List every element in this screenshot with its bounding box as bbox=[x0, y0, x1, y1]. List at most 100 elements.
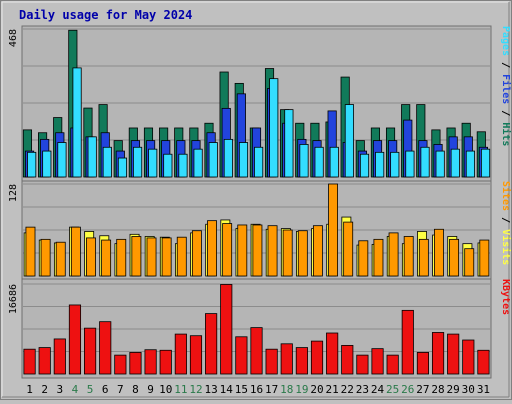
bar-pages-19 bbox=[299, 144, 309, 178]
bar-kbytes-5 bbox=[84, 327, 97, 375]
bar-pages-5 bbox=[87, 136, 97, 178]
bar-sites-4 bbox=[70, 226, 81, 277]
bar-pages-9 bbox=[148, 148, 158, 178]
bar-sites-22 bbox=[343, 221, 354, 277]
bar-sites-6 bbox=[101, 239, 112, 277]
panel-middle: 128 Sites / Visits bbox=[8, 180, 512, 280]
x-tick-label: 24 bbox=[371, 383, 385, 396]
x-tick-label: 8 bbox=[132, 383, 139, 396]
bar-sites-13 bbox=[207, 220, 217, 277]
x-tick-label: 4 bbox=[72, 383, 79, 396]
bar-kbytes-28 bbox=[431, 332, 445, 375]
bar-sites-31 bbox=[479, 239, 490, 277]
bar-sites-15 bbox=[237, 224, 248, 277]
bar-pages-4 bbox=[72, 67, 82, 178]
x-tick-label: 28 bbox=[431, 383, 444, 396]
bar-kbytes-2 bbox=[38, 347, 51, 375]
bar-kbytes-3 bbox=[53, 338, 66, 375]
bar-sites-1 bbox=[25, 226, 36, 277]
bar-pages-2 bbox=[42, 150, 52, 178]
x-tick-label: 20 bbox=[310, 383, 323, 396]
bar-sites-23 bbox=[358, 240, 369, 277]
chart-panels: 468 Pages / Files / Hits 128 Sites / Visits… bbox=[8, 25, 512, 379]
panel-top: 468 Pages / Files / Hits bbox=[8, 25, 512, 182]
x-tick-label: 9 bbox=[147, 383, 154, 396]
x-tick-label: 26 bbox=[401, 383, 414, 396]
panel-bottom: 16686 KBytes bbox=[8, 278, 511, 379]
x-tick-label: 22 bbox=[341, 383, 354, 396]
bar-kbytes-1 bbox=[23, 348, 36, 375]
bar-kbytes-27 bbox=[416, 352, 430, 375]
bar-kbytes-9 bbox=[144, 349, 157, 375]
bar-sites-29 bbox=[449, 238, 460, 277]
x-tick-label: 12 bbox=[189, 383, 202, 396]
bar-pages-14 bbox=[223, 138, 233, 178]
bar-kbytes-11 bbox=[174, 333, 187, 375]
x-tick-label: 29 bbox=[447, 383, 460, 396]
bar-pages-1 bbox=[27, 151, 37, 178]
x-tick-label: 2 bbox=[41, 383, 48, 396]
bar-pages-12 bbox=[193, 148, 203, 178]
bar-pages-10 bbox=[163, 153, 173, 178]
bar-sites-11 bbox=[176, 236, 187, 277]
bar-kbytes-10 bbox=[159, 349, 172, 375]
bar-sites-8 bbox=[131, 236, 142, 277]
bar-sites-26 bbox=[403, 236, 414, 277]
bar-pages-25 bbox=[390, 151, 400, 178]
bar-kbytes-31 bbox=[477, 349, 490, 375]
bar-sites-14 bbox=[222, 223, 233, 277]
bar-sites-16 bbox=[252, 224, 263, 277]
bar-kbytes-25 bbox=[386, 354, 399, 375]
bar-kbytes-26 bbox=[401, 309, 414, 375]
bar-pages-11 bbox=[178, 153, 188, 178]
x-tick-label: 3 bbox=[57, 383, 64, 396]
bar-sites-28 bbox=[434, 228, 444, 277]
bar-sites-17 bbox=[267, 225, 278, 277]
x-tick-label: 17 bbox=[265, 383, 278, 396]
bar-pages-21 bbox=[329, 146, 339, 178]
bar-sites-2 bbox=[40, 238, 51, 277]
bar-kbytes-19 bbox=[295, 347, 308, 375]
x-tick-label: 31 bbox=[477, 383, 490, 396]
x-axis: 1 2 3 4 5 6 7 8 9 10 11 12 13 14 15 16 17 18 19 20 21 22 23 24 2… bbox=[26, 383, 490, 396]
chart-title: Daily usage for May 2024 bbox=[19, 8, 192, 22]
x-tick-label: 23 bbox=[356, 383, 369, 396]
bar-pages-17 bbox=[269, 78, 279, 178]
bar-kbytes-24 bbox=[371, 348, 384, 375]
bar-pages-6 bbox=[102, 146, 112, 178]
bar-pages-16 bbox=[254, 146, 264, 178]
y-max-label: 128 bbox=[8, 184, 19, 202]
bar-kbytes-20 bbox=[310, 340, 324, 375]
y-max-label: 468 bbox=[8, 29, 19, 47]
bar-pages-23 bbox=[359, 153, 370, 178]
bar-sites-25 bbox=[388, 232, 399, 277]
bar-pages-18 bbox=[284, 109, 294, 178]
bar-pages-26 bbox=[405, 150, 415, 178]
bar-kbytes-15 bbox=[235, 336, 248, 375]
x-tick-label: 1 bbox=[26, 383, 33, 396]
bar-kbytes-7 bbox=[114, 354, 127, 375]
y-max-label: 16686 bbox=[8, 284, 19, 314]
bar-kbytes-6 bbox=[99, 321, 112, 375]
bar-kbytes-14 bbox=[220, 284, 233, 375]
bar-kbytes-18 bbox=[280, 343, 293, 375]
bar-sites-19 bbox=[297, 230, 308, 277]
bar-kbytes-12 bbox=[189, 335, 203, 375]
legend-part: Visits bbox=[500, 229, 512, 265]
bar-sites-20 bbox=[312, 225, 323, 277]
x-tick-label: 7 bbox=[117, 383, 124, 396]
bar-pages-20 bbox=[314, 146, 324, 178]
x-tick-label: 27 bbox=[416, 383, 429, 396]
bar-pages-30 bbox=[465, 150, 475, 178]
legend-label: Sites / Visits bbox=[500, 181, 512, 265]
x-tick-label: 15 bbox=[235, 383, 248, 396]
bar-sites-18 bbox=[282, 229, 293, 277]
bar-kbytes-4 bbox=[68, 304, 82, 375]
bar-pages-13 bbox=[208, 142, 218, 178]
x-tick-label: 30 bbox=[462, 383, 475, 396]
bar-pages-22 bbox=[344, 104, 354, 178]
x-tick-label: 10 bbox=[159, 383, 172, 396]
bar-sites-12 bbox=[191, 230, 202, 277]
x-tick-label: 13 bbox=[204, 383, 217, 396]
legend-part: / bbox=[500, 56, 511, 74]
